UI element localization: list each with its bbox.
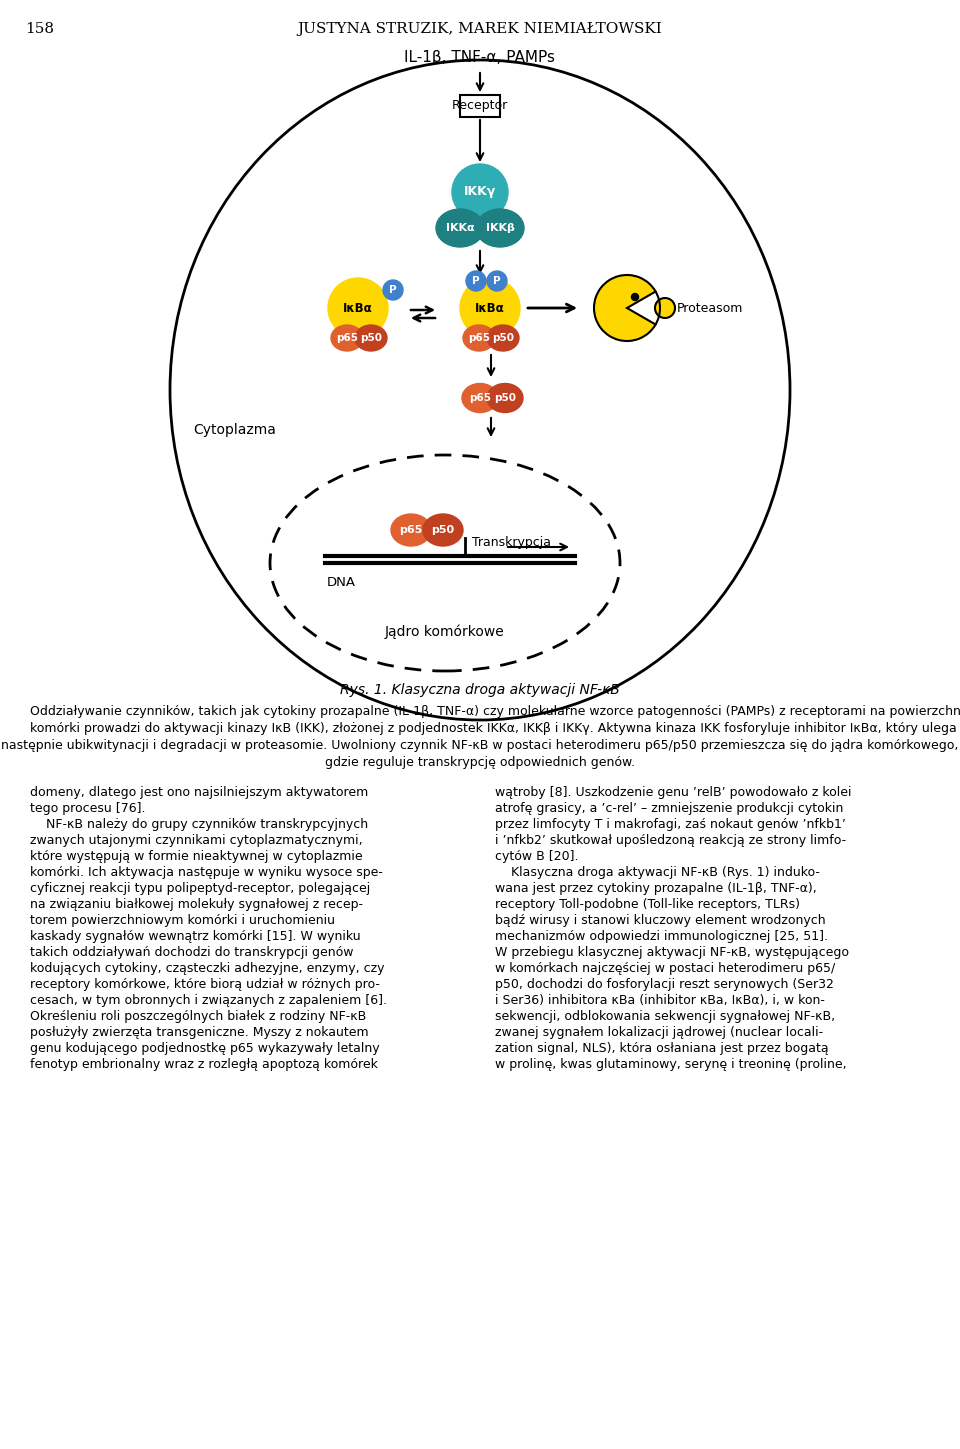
Text: p50: p50 [494, 393, 516, 403]
Ellipse shape [436, 209, 484, 246]
Text: P: P [493, 275, 501, 285]
Text: bądź wirusy i stanowi kluczowy element wrodzonych: bądź wirusy i stanowi kluczowy element w… [495, 914, 826, 927]
Wedge shape [594, 275, 656, 341]
Text: gdzie reguluje transkrypcję odpowiednich genów.: gdzie reguluje transkrypcję odpowiednich… [324, 756, 636, 769]
Text: zation signal, NLS), która osłaniana jest przez bogatą: zation signal, NLS), która osłaniana jes… [495, 1042, 828, 1055]
Ellipse shape [391, 514, 431, 546]
Text: następnie ubikwitynacji i degradacji w proteasomie. Uwolniony czynnik NF-κB w po: następnie ubikwitynacji i degradacji w p… [1, 739, 959, 752]
Text: i ’nfkb2’ skutkował upośledzoną reakcją ze strony limfo-: i ’nfkb2’ skutkował upośledzoną reakcją … [495, 835, 846, 848]
Text: p65: p65 [468, 333, 490, 343]
Text: genu kodującego podjednostkę p65 wykazywały letalny: genu kodującego podjednostkę p65 wykazyw… [30, 1042, 379, 1055]
Circle shape [460, 278, 520, 338]
Circle shape [383, 280, 403, 300]
Text: cyficznej reakcji typu polipeptyd-receptor, polegającej: cyficznej reakcji typu polipeptyd-recept… [30, 882, 371, 895]
Text: Określeniu roli poszczególnych białek z rodziny NF-κB: Określeniu roli poszczególnych białek z … [30, 1010, 367, 1023]
Text: kodujących cytokiny, cząsteczki adhezyjne, enzymy, czy: kodujących cytokiny, cząsteczki adhezyjn… [30, 962, 385, 975]
Text: fenotyp embrionalny wraz z rozległą apoptozą komórek: fenotyp embrionalny wraz z rozległą apop… [30, 1058, 378, 1071]
Text: w komórkach najczęściej w postaci heterodimeru p65/: w komórkach najczęściej w postaci hetero… [495, 962, 835, 975]
Text: Transkrypcja: Transkrypcja [472, 536, 551, 549]
Text: które występują w formie nieaktywnej w cytoplazmie: które występują w formie nieaktywnej w c… [30, 851, 363, 864]
Text: na związaniu białkowej molekuły sygnałowej z recep-: na związaniu białkowej molekuły sygnałow… [30, 898, 363, 911]
Text: Receptor: Receptor [452, 100, 508, 113]
Text: p65: p65 [336, 333, 358, 343]
Text: p50, dochodzi do fosforylacji reszt serynowych (Ser32: p50, dochodzi do fosforylacji reszt sery… [495, 978, 834, 991]
Text: Cytoplazma: Cytoplazma [193, 423, 276, 438]
Text: p50: p50 [492, 333, 514, 343]
Text: DNA: DNA [327, 577, 356, 588]
Text: IKKα: IKKα [445, 223, 474, 233]
Text: tego procesu [76].: tego procesu [76]. [30, 801, 146, 814]
Text: JUSTYNA STRUZIK, MAREK NIEMIAŁTOWSKI: JUSTYNA STRUZIK, MAREK NIEMIAŁTOWSKI [298, 22, 662, 36]
Text: 158: 158 [25, 22, 54, 36]
Ellipse shape [463, 325, 495, 351]
Text: p50: p50 [431, 525, 455, 535]
Text: przez limfocyty T i makrofagi, zaś nokaut genów ’nfkb1’: przez limfocyty T i makrofagi, zaś nokau… [495, 819, 846, 830]
Circle shape [452, 164, 508, 220]
Text: kaskady sygnałów wewnątrz komórki [15]. W wyniku: kaskady sygnałów wewnątrz komórki [15]. … [30, 930, 361, 943]
Text: atrofę grasicy, a ’c-rel’ – zmniejszenie produkcji cytokin: atrofę grasicy, a ’c-rel’ – zmniejszenie… [495, 801, 844, 814]
Text: i Ser36) inhibitora κBa (inhibitor κBa, IκBα), i, w kon-: i Ser36) inhibitora κBa (inhibitor κBa, … [495, 994, 825, 1007]
Circle shape [655, 298, 675, 317]
Circle shape [632, 294, 638, 300]
Text: p65: p65 [399, 525, 422, 535]
Text: Proteasom: Proteasom [677, 301, 743, 314]
Text: posłużyły zwierzęta transgeniczne. Myszy z nokautem: posłużyły zwierzęta transgeniczne. Myszy… [30, 1026, 369, 1039]
Text: Klasyczna droga aktywacji NF-κB (Rys. 1) induko-: Klasyczna droga aktywacji NF-κB (Rys. 1)… [495, 867, 820, 880]
Text: cytów B [20].: cytów B [20]. [495, 851, 579, 864]
Text: mechanizmów odpowiedzi immunologicznej [25, 51].: mechanizmów odpowiedzi immunologicznej [… [495, 930, 828, 943]
Text: zwanej sygnałem lokalizacji jądrowej (nuclear locali-: zwanej sygnałem lokalizacji jądrowej (nu… [495, 1026, 823, 1039]
Text: torem powierzchniowym komórki i uruchomieniu: torem powierzchniowym komórki i uruchomi… [30, 914, 335, 927]
Ellipse shape [487, 325, 519, 351]
Text: komórki prowadzi do aktywacji kinazy IκB (IKK), złożonej z podjednostek IKKα, IK: komórki prowadzi do aktywacji kinazy IκB… [30, 722, 957, 735]
Circle shape [328, 278, 388, 338]
Text: p65: p65 [469, 393, 491, 403]
Ellipse shape [476, 209, 524, 246]
Circle shape [487, 271, 507, 291]
Text: receptory komórkowe, które biorą udział w różnych pro-: receptory komórkowe, które biorą udział … [30, 978, 380, 991]
Text: receptory Toll-podobne (Toll-like receptors, TLRs): receptory Toll-podobne (Toll-like recept… [495, 898, 800, 911]
Text: sekwencji, odblokowania sekwencji sygnałowej NF-κB,: sekwencji, odblokowania sekwencji sygnał… [495, 1010, 835, 1023]
Text: IκBα: IκBα [343, 301, 372, 314]
Text: p50: p50 [360, 333, 382, 343]
Text: Rys. 1. Klasyczna droga aktywacji NF-κB: Rys. 1. Klasyczna droga aktywacji NF-κB [340, 682, 620, 697]
Ellipse shape [355, 325, 387, 351]
Text: takich oddziaływań dochodzi do transkrypcji genów: takich oddziaływań dochodzi do transkryp… [30, 946, 353, 959]
Text: P: P [389, 285, 396, 296]
Circle shape [466, 271, 486, 291]
Ellipse shape [462, 384, 498, 413]
Text: komórki. Ich aktywacja następuje w wyniku wysoce spe-: komórki. Ich aktywacja następuje w wynik… [30, 867, 383, 880]
Text: Jądro komórkowe: Jądro komórkowe [385, 625, 505, 639]
Text: cesach, w tym obronnych i związanych z zapaleniem [6].: cesach, w tym obronnych i związanych z z… [30, 994, 387, 1007]
Text: domeny, dlatego jest ono najsilniejszym aktywatorem: domeny, dlatego jest ono najsilniejszym … [30, 785, 369, 798]
Text: IKKγ: IKKγ [464, 185, 496, 199]
Ellipse shape [487, 384, 523, 413]
Text: zwanych utajonymi czynnikami cytoplazmatycznymi,: zwanych utajonymi czynnikami cytoplazmat… [30, 835, 363, 848]
Text: P: P [472, 275, 480, 285]
Text: wana jest przez cytokiny prozapalne (IL-1β, TNF-α),: wana jest przez cytokiny prozapalne (IL-… [495, 882, 817, 895]
Text: NF-κB należy do grupy czynników transkrypcyjnych: NF-κB należy do grupy czynników transkry… [30, 819, 368, 830]
Ellipse shape [331, 325, 363, 351]
Text: W przebiegu klasycznej aktywacji NF-κB, występującego: W przebiegu klasycznej aktywacji NF-κB, … [495, 946, 849, 959]
Text: IκBα: IκBα [475, 301, 505, 314]
Ellipse shape [423, 514, 463, 546]
Text: IKKβ: IKKβ [486, 223, 515, 233]
Text: Oddziaływanie czynników, takich jak cytokiny prozapalne (IL-1β, TNF-α) czy molek: Oddziaływanie czynników, takich jak cyto… [30, 706, 960, 719]
Text: IL-1β, TNF-α, PAMPs: IL-1β, TNF-α, PAMPs [404, 51, 556, 65]
Text: w prolinę, kwas glutaminowy, serynę i treoninę (proline,: w prolinę, kwas glutaminowy, serynę i tr… [495, 1058, 847, 1071]
Text: wątroby [8]. Uszkodzenie genu ’relB’ powodowało z kolei: wątroby [8]. Uszkodzenie genu ’relB’ pow… [495, 785, 852, 798]
